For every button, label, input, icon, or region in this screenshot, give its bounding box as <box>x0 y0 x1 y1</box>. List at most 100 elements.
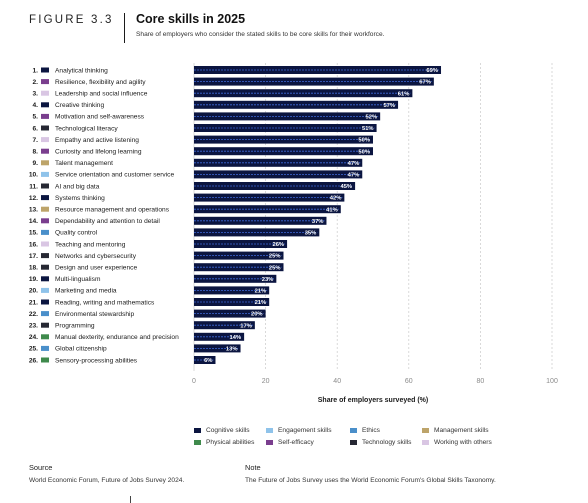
legend-item-technology: Technology skills <box>350 439 422 446</box>
rank-label: 13. <box>29 207 38 214</box>
rank-label: 4. <box>33 102 39 109</box>
rank-label: 12. <box>29 195 38 202</box>
rank-label: 10. <box>29 172 38 179</box>
value-label: 61% <box>398 91 410 97</box>
value-label: 47% <box>348 173 360 179</box>
skill-group-swatch <box>41 311 49 317</box>
value-label: 52% <box>366 115 378 121</box>
note-heading: Note <box>245 463 261 472</box>
legend-item-working-with-others: Working with others <box>422 439 494 446</box>
value-label: 50% <box>358 149 370 155</box>
value-label: 50% <box>358 138 370 144</box>
legend-row: Cognitive skills Engagement skills Ethic… <box>194 424 494 436</box>
value-label: 17% <box>240 323 252 329</box>
rank-label: 3. <box>33 91 39 98</box>
x-axis-label: Share of employers surveyed (%) <box>318 397 429 404</box>
category-label: Motivation and self-awareness <box>55 114 145 121</box>
category-label: Sensory-processing abilities <box>55 357 138 364</box>
rank-label: 21. <box>29 299 38 306</box>
rank-label: 6. <box>33 125 39 132</box>
legend-label: Ethics <box>362 426 380 434</box>
legend-row: Physical abilities Self-efficacy Technol… <box>194 436 494 448</box>
category-label: AI and big data <box>55 183 100 190</box>
category-label: Systems thinking <box>55 195 105 202</box>
category-label: Creative thinking <box>55 102 104 109</box>
rank-label: 19. <box>29 276 38 283</box>
value-label: 14% <box>230 335 242 341</box>
skill-group-swatch <box>41 229 49 235</box>
footer-tick <box>130 496 131 503</box>
legend-item-ethics: Ethics <box>350 427 422 434</box>
category-label: Resource management and operations <box>55 207 170 214</box>
skill-group-swatch <box>41 195 49 201</box>
source-text: World Economic Forum, Future of Jobs Sur… <box>29 477 185 484</box>
rank-label: 11. <box>29 183 38 190</box>
bar <box>194 274 277 283</box>
x-tick-label: 20 <box>262 378 270 385</box>
category-label: Teaching and mentoring <box>55 241 126 248</box>
figure-label: FIGURE 3.3 <box>29 14 114 26</box>
legend-label: Self-efficacy <box>278 438 314 446</box>
legend-swatch-engagement <box>266 427 273 433</box>
value-label: 35% <box>305 231 317 237</box>
bar <box>194 147 373 156</box>
value-label: 41% <box>326 207 338 213</box>
bar <box>194 251 284 260</box>
legend-label: Technology skills <box>362 438 412 446</box>
legend-swatch-cognitive <box>194 427 201 433</box>
legend-swatch-ethics <box>350 427 357 433</box>
category-label: Leadership and social influence <box>55 91 148 98</box>
legend-swatch-working-with-others <box>422 439 429 445</box>
value-label: 21% <box>255 289 267 295</box>
skill-group-swatch <box>41 253 49 259</box>
category-label: Environmental stewardship <box>55 311 134 318</box>
x-tick-label: 60 <box>405 378 413 385</box>
category-label: Reading, writing and mathematics <box>55 299 155 306</box>
value-label: 20% <box>251 312 263 318</box>
skill-group-swatch <box>41 264 49 270</box>
legend-label: Engagement skills <box>278 426 332 434</box>
category-label: Programming <box>55 323 95 330</box>
rank-label: 17. <box>29 253 38 260</box>
legend-label: Cognitive skills <box>206 426 250 434</box>
skill-group-swatch <box>41 345 49 351</box>
legend-swatch-management <box>422 427 429 433</box>
bar <box>194 135 373 144</box>
x-tick-label: 0 <box>192 378 196 385</box>
legend-item-self-efficacy: Self-efficacy <box>266 439 350 446</box>
skill-group-swatch <box>41 241 49 247</box>
source-heading: Source <box>29 463 53 472</box>
skill-group-swatch <box>41 113 49 119</box>
skill-group-swatch <box>41 148 49 154</box>
skill-group-swatch <box>41 102 49 108</box>
rank-label: 20. <box>29 288 38 295</box>
chart-subtitle: Share of employers who consider the stat… <box>136 31 385 38</box>
x-tick-label: 40 <box>333 378 341 385</box>
value-label: 51% <box>362 126 374 132</box>
rank-label: 15. <box>29 230 38 237</box>
value-label: 25% <box>269 254 281 260</box>
bar <box>194 77 434 86</box>
category-label: Talent management <box>55 160 113 167</box>
skill-group-swatch <box>41 67 49 73</box>
skill-group-swatch <box>41 276 49 282</box>
x-tick-label: 80 <box>477 378 485 385</box>
legend-item-cognitive: Cognitive skills <box>194 427 266 434</box>
rank-label: 24. <box>29 334 38 341</box>
skill-group-swatch <box>41 206 49 212</box>
rank-label: 14. <box>29 218 38 225</box>
value-label: 26% <box>272 242 284 248</box>
category-label: Analytical thinking <box>55 67 108 74</box>
skill-group-swatch <box>41 137 49 143</box>
category-label: Quality control <box>55 230 98 237</box>
rank-label: 5. <box>33 114 39 121</box>
legend-item-physical: Physical abilities <box>194 439 266 446</box>
category-label: Design and user experience <box>55 265 137 272</box>
skill-group-swatch <box>41 357 49 363</box>
value-label: 57% <box>383 103 395 109</box>
value-label: 42% <box>330 196 342 202</box>
rank-label: 1. <box>33 67 39 74</box>
rank-label: 22. <box>29 311 38 318</box>
value-label: 69% <box>426 68 438 74</box>
legend: Cognitive skills Engagement skills Ethic… <box>194 424 494 448</box>
